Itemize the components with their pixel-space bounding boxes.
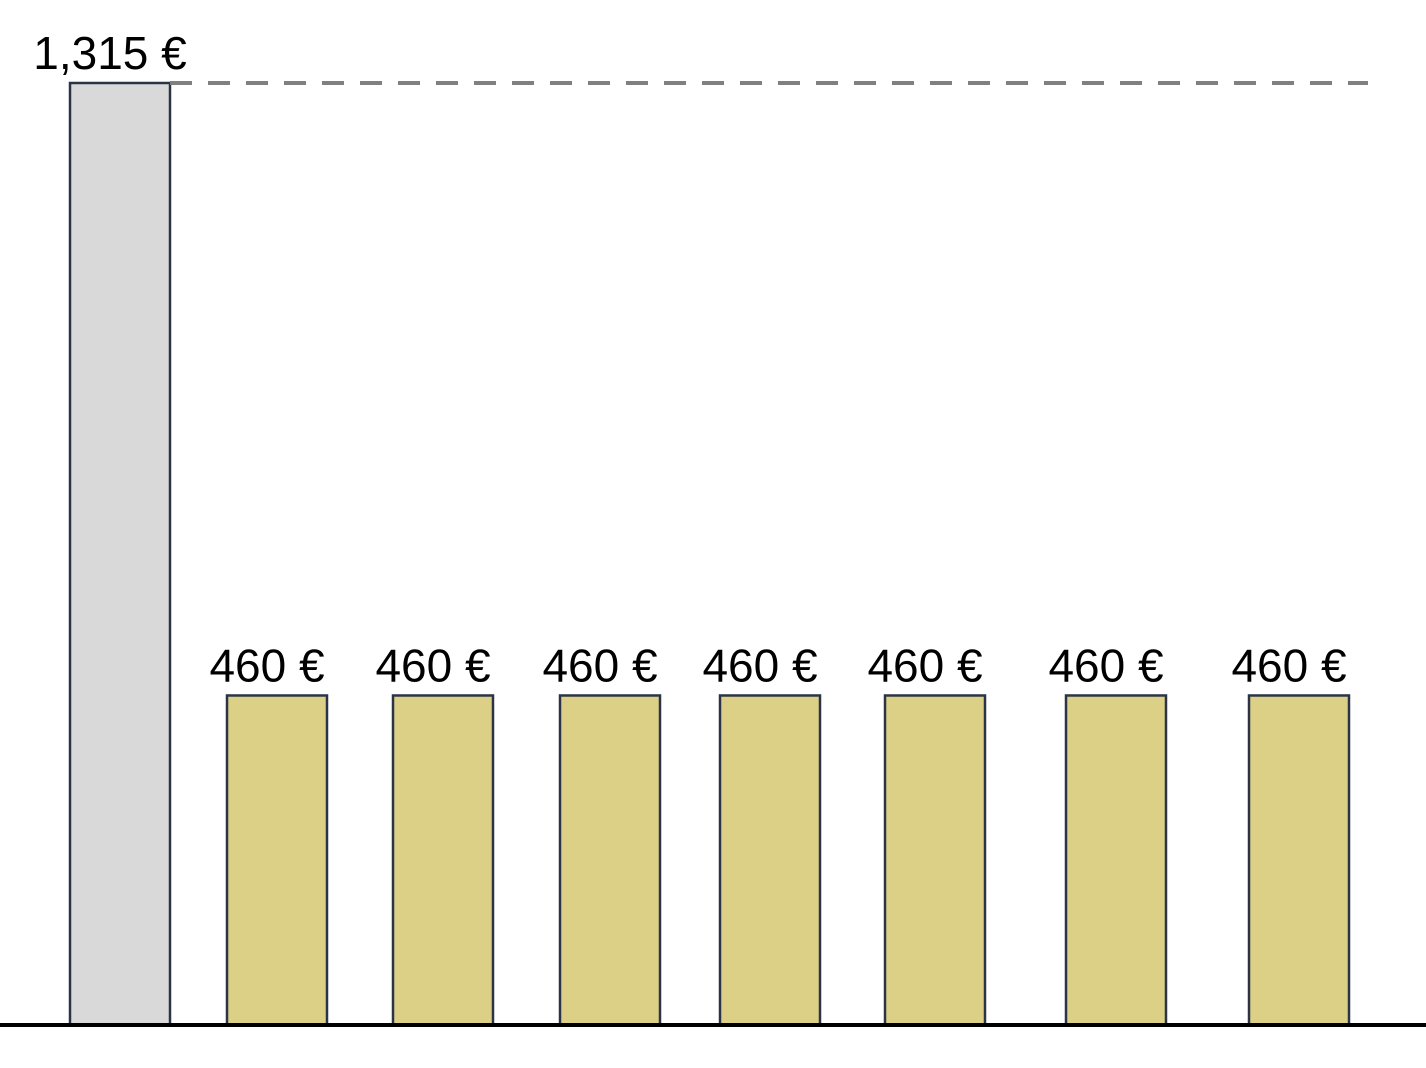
bar-value-label-2: 460 €	[209, 639, 324, 691]
bar-value-label-7: 460 €	[1048, 639, 1163, 691]
bar-2	[225, 694, 329, 1027]
bar-4	[558, 694, 662, 1027]
bar-value-label-3: 460 €	[375, 639, 490, 691]
bar-6	[883, 694, 987, 1027]
bar-value-label-1: 1,315 €	[33, 27, 186, 79]
data-labels-layer: 1,315 € 460 € 460 € 460 € 460 € 460 € 460 € 460…	[33, 27, 1346, 691]
bar-value-label-6: 460 €	[867, 639, 982, 691]
bar-5	[718, 694, 822, 1027]
bar-value-label-8: 460 €	[1231, 639, 1346, 691]
bar-7	[1064, 694, 1168, 1027]
bar-value-label-4: 460 €	[542, 639, 657, 691]
bar-8	[1247, 694, 1351, 1027]
bar-value-label-5: 460 €	[702, 639, 817, 691]
bar-3	[391, 694, 495, 1027]
bars-layer	[68, 81, 1351, 1027]
bar-1	[68, 81, 172, 1027]
